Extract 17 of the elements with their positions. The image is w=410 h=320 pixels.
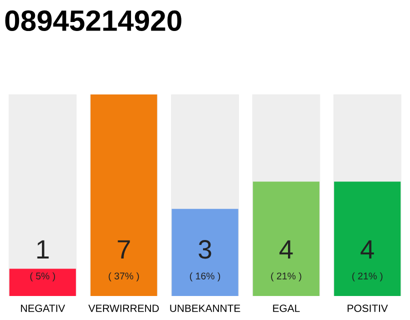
data-label: ( 37% ) (108, 272, 139, 282)
annotation: 7 (118, 240, 130, 258)
x-tick-label: NEGATIV (21, 304, 66, 312)
chart-title: 08945214920 (5, 10, 182, 32)
data-label: ( 5% ) (30, 272, 55, 282)
x-tick-label: POSITIV (348, 304, 388, 312)
bar (9, 268, 76, 296)
annotation: 4 (360, 240, 374, 258)
annotation: 4 (279, 240, 293, 258)
x-tick-label: VERWIRREND (88, 304, 159, 312)
data-label: ( 16% ) (190, 272, 220, 282)
annotation: 1 (37, 240, 49, 258)
data-label: ( 21% ) (352, 272, 382, 282)
x-tick-label: UNBEKANNTE (170, 304, 240, 312)
annotation: 3 (198, 240, 212, 259)
x-tick-label: EGAL (273, 304, 300, 312)
data-label: ( 21% ) (271, 272, 302, 282)
